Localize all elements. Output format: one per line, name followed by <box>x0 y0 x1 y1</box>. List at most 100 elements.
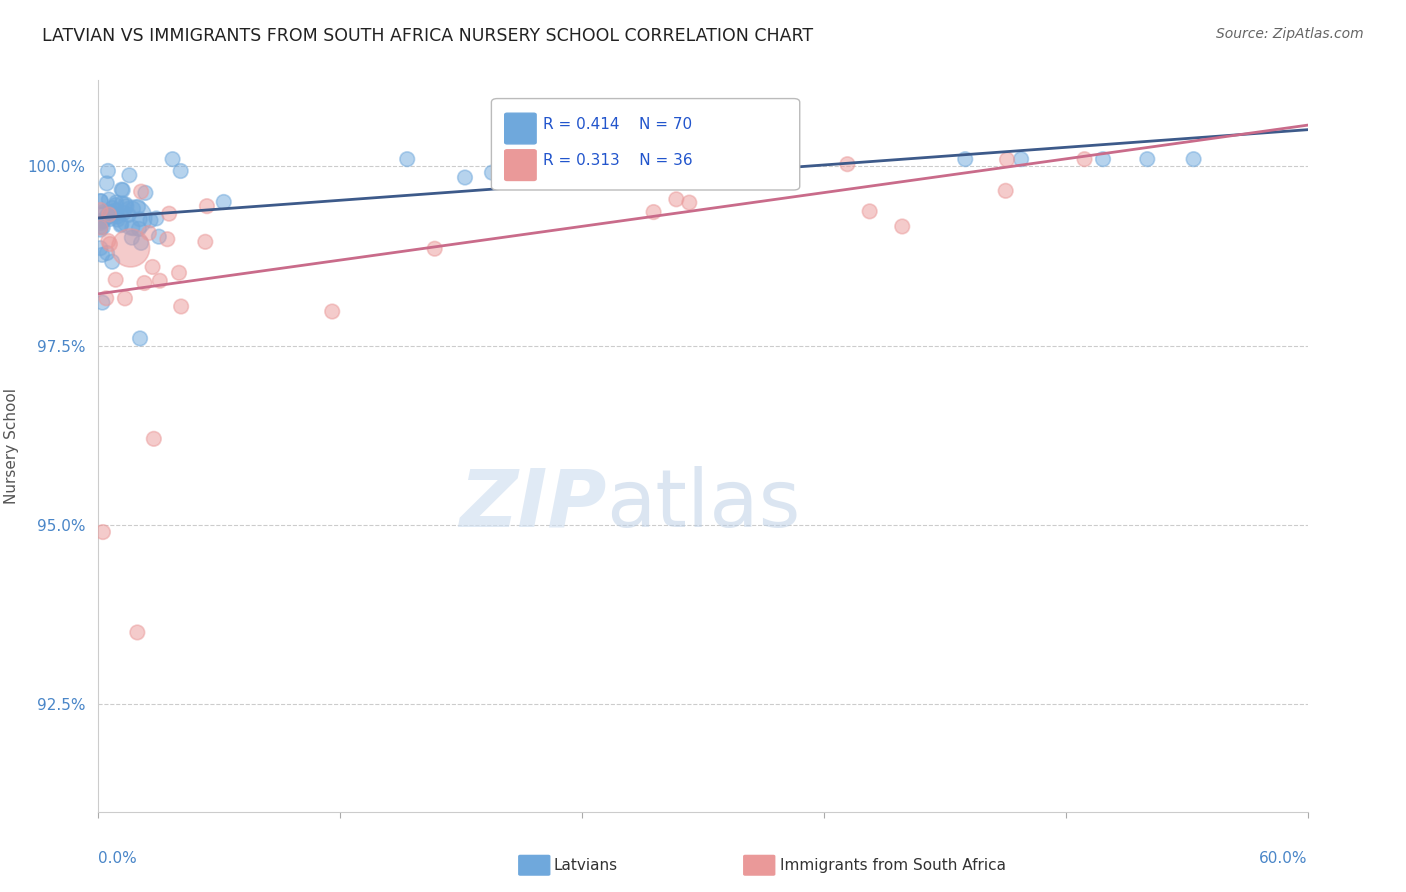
Point <box>758 152 780 166</box>
Point <box>111 196 134 211</box>
Point <box>107 212 129 227</box>
Point <box>121 230 143 244</box>
Point <box>96 246 118 260</box>
Text: R = 0.313    N = 36: R = 0.313 N = 36 <box>543 153 693 169</box>
Point <box>678 195 700 210</box>
Point <box>118 208 141 222</box>
Point <box>643 205 665 219</box>
Point <box>837 157 859 171</box>
Point <box>129 235 152 250</box>
Point <box>454 170 477 185</box>
Point <box>97 193 120 207</box>
Text: R = 0.414    N = 70: R = 0.414 N = 70 <box>543 117 693 132</box>
Point <box>212 194 235 209</box>
Point <box>105 195 128 210</box>
Point <box>685 152 707 166</box>
Point <box>128 221 150 235</box>
Point <box>104 273 127 287</box>
Point <box>114 292 136 306</box>
Point <box>481 166 503 180</box>
Point <box>96 177 118 191</box>
Point <box>148 229 170 244</box>
Point <box>156 232 179 246</box>
Point <box>114 197 136 211</box>
Point <box>142 260 165 274</box>
Point <box>149 274 172 288</box>
Point <box>105 210 128 224</box>
Text: 60.0%: 60.0% <box>1260 851 1308 865</box>
Point <box>994 184 1017 198</box>
Point <box>665 192 688 206</box>
Point <box>321 304 343 318</box>
Point <box>891 219 914 234</box>
Point <box>90 194 112 208</box>
Point <box>89 223 111 237</box>
Point <box>120 241 142 255</box>
Point <box>104 198 127 212</box>
Point <box>128 212 150 227</box>
Point <box>129 331 152 345</box>
Point <box>170 164 193 178</box>
Point <box>93 205 115 219</box>
Point <box>121 220 143 235</box>
Point <box>98 208 121 222</box>
Text: Immigrants from South Africa: Immigrants from South Africa <box>780 858 1007 872</box>
Point <box>104 207 127 221</box>
Point <box>955 152 977 166</box>
Point <box>112 206 135 220</box>
Point <box>1010 152 1032 166</box>
Point <box>765 152 787 166</box>
Point <box>134 186 156 200</box>
Point <box>91 213 114 227</box>
Point <box>98 212 121 227</box>
Text: Source: ZipAtlas.com: Source: ZipAtlas.com <box>1216 27 1364 41</box>
Point <box>1136 152 1159 166</box>
Point <box>96 209 118 223</box>
Point <box>110 218 132 232</box>
Text: Latvians: Latvians <box>554 858 619 872</box>
Text: LATVIAN VS IMMIGRANTS FROM SOUTH AFRICA NURSERY SCHOOL CORRELATION CHART: LATVIAN VS IMMIGRANTS FROM SOUTH AFRICA … <box>42 27 813 45</box>
Point <box>614 154 637 169</box>
Point <box>699 152 721 166</box>
Text: 0.0%: 0.0% <box>98 851 138 865</box>
Point <box>101 201 124 215</box>
Point <box>122 211 145 225</box>
Point <box>142 432 165 446</box>
Point <box>91 248 114 262</box>
FancyBboxPatch shape <box>505 150 536 180</box>
Point <box>98 237 121 252</box>
Point <box>170 300 193 314</box>
Point <box>110 217 132 231</box>
Point <box>396 152 419 166</box>
Point <box>104 203 127 218</box>
Point <box>509 152 531 166</box>
Point <box>97 234 120 248</box>
Point <box>89 220 111 235</box>
Point <box>89 202 111 217</box>
Point <box>91 295 114 310</box>
Point <box>122 202 145 216</box>
Point <box>167 266 190 280</box>
Point <box>97 211 120 225</box>
Point <box>127 625 149 640</box>
Point <box>118 169 141 183</box>
Point <box>90 194 112 209</box>
Y-axis label: Nursery School: Nursery School <box>4 388 18 504</box>
Point <box>90 216 112 230</box>
Text: ZIP: ZIP <box>458 466 606 543</box>
FancyBboxPatch shape <box>505 113 536 144</box>
Point <box>93 206 115 220</box>
Point <box>1073 152 1095 166</box>
Point <box>138 226 160 240</box>
Text: atlas: atlas <box>606 466 800 543</box>
Point <box>111 183 134 197</box>
Point <box>129 185 152 199</box>
Point <box>423 242 446 256</box>
Point <box>127 200 149 214</box>
Point <box>145 211 167 226</box>
Point <box>91 524 114 539</box>
Point <box>98 205 121 219</box>
Point <box>162 152 184 166</box>
Point <box>89 220 111 235</box>
Point <box>111 183 134 197</box>
